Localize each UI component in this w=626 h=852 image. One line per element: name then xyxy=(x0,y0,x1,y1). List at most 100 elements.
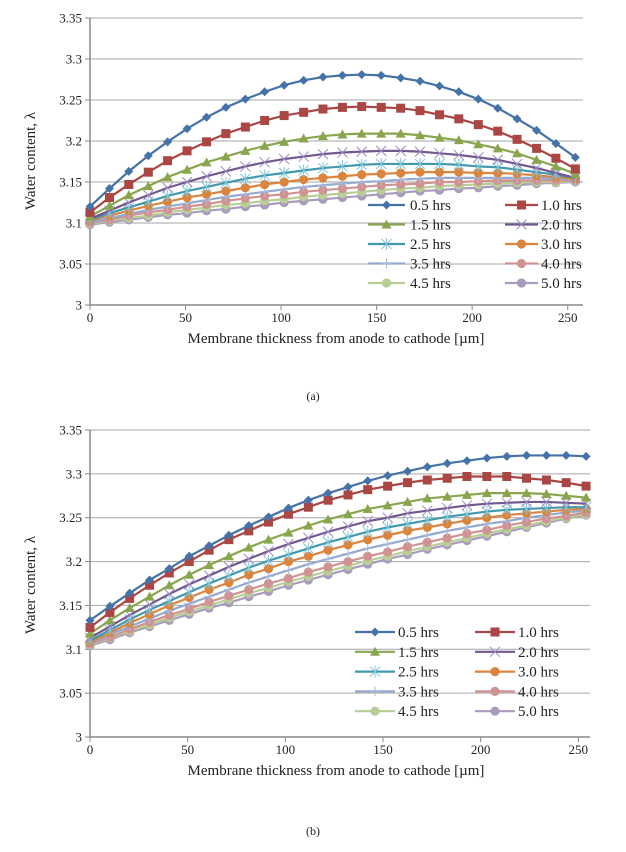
data-point xyxy=(473,94,483,104)
data-point xyxy=(570,164,580,174)
data-point xyxy=(343,548,354,559)
legend-item: 1.5 hrs xyxy=(368,218,451,234)
data-point xyxy=(550,161,561,171)
data-point xyxy=(240,183,250,193)
data-point xyxy=(85,202,95,212)
data-point xyxy=(124,179,134,189)
data-point xyxy=(303,567,313,577)
data-point xyxy=(512,114,522,124)
data-point xyxy=(317,162,329,175)
data-point xyxy=(323,488,333,498)
x-tick-label: 150 xyxy=(373,742,393,757)
legend-label: 2.5 hrs xyxy=(398,665,439,681)
data-point xyxy=(104,200,115,210)
data-point xyxy=(183,579,195,590)
data-point xyxy=(492,161,504,174)
data-point xyxy=(264,512,274,522)
x-tick-label: 150 xyxy=(367,310,387,325)
chart-a-y-axis-title: Water content, λ xyxy=(23,111,39,210)
data-point xyxy=(263,563,274,574)
legend-marker xyxy=(490,627,500,637)
data-point xyxy=(298,164,309,177)
data-point xyxy=(481,488,492,498)
series-line xyxy=(89,511,587,646)
data-point xyxy=(224,578,234,588)
data-point xyxy=(472,160,484,173)
x-tick-label: 250 xyxy=(558,310,578,325)
data-point xyxy=(414,157,426,170)
data-point xyxy=(356,158,368,171)
data-point xyxy=(551,153,561,163)
data-point xyxy=(181,176,193,188)
series-line xyxy=(89,149,576,220)
data-point xyxy=(279,111,289,121)
legend-item: 2.5 hrs xyxy=(355,665,439,681)
data-point xyxy=(201,170,212,182)
legend-label: 4.0 hrs xyxy=(518,684,559,700)
data-point xyxy=(162,172,173,182)
data-point xyxy=(220,176,232,189)
data-point xyxy=(342,521,354,532)
data-point xyxy=(239,161,251,172)
x-tick-label: 200 xyxy=(471,742,491,757)
data-point xyxy=(260,116,270,125)
data-point xyxy=(454,114,464,124)
legend: 0.5 hrs 1.0 hrs 1.5 hrs 2.0 hrs 2.5 hrs 3.0 h… xyxy=(355,625,559,720)
y-tick-label: 3.3 xyxy=(66,466,82,481)
data-point xyxy=(396,103,406,113)
data-point xyxy=(473,168,483,178)
series-line xyxy=(89,513,587,647)
data-point xyxy=(396,168,406,178)
y-tick-label: 3 xyxy=(76,730,83,745)
legend-item: 3.0 hrs xyxy=(475,665,559,681)
legend-item: 0.5 hrs xyxy=(355,625,439,641)
data-point xyxy=(337,70,347,80)
data-point xyxy=(337,160,348,173)
legend-item: 4.0 hrs xyxy=(505,257,582,273)
legend-marker xyxy=(516,258,527,269)
data-point xyxy=(421,505,433,517)
data-point xyxy=(383,530,393,540)
data-point xyxy=(243,561,255,574)
data-point xyxy=(142,189,154,201)
y-tick-label: 3 xyxy=(76,298,83,313)
data-point xyxy=(240,145,251,155)
data-point xyxy=(239,172,251,185)
data-point xyxy=(356,146,368,158)
data-point xyxy=(85,628,95,638)
data-point xyxy=(259,169,271,182)
legend-label: 1.5 hrs xyxy=(398,645,439,661)
data-point xyxy=(363,535,373,545)
data-point xyxy=(342,531,354,544)
data-point xyxy=(163,156,173,166)
legend-marker xyxy=(370,706,380,716)
data-point xyxy=(184,569,195,579)
data-point xyxy=(581,481,591,491)
data-point xyxy=(482,471,492,481)
data-point xyxy=(323,545,333,555)
data-point xyxy=(278,166,290,179)
series-line xyxy=(89,132,576,218)
data-point xyxy=(322,526,334,538)
data-point xyxy=(343,556,353,567)
data-point xyxy=(453,149,465,161)
legend-item: 4.5 hrs xyxy=(355,704,439,720)
data-point xyxy=(85,622,95,632)
data-point xyxy=(383,481,393,491)
legend-marker xyxy=(381,278,392,288)
data-point xyxy=(125,593,135,603)
legend-item: 1.5 hrs xyxy=(355,645,439,661)
data-point xyxy=(259,156,271,168)
data-point xyxy=(283,565,294,576)
data-point xyxy=(337,147,348,158)
data-point xyxy=(396,73,406,83)
data-point xyxy=(318,173,328,183)
data-point xyxy=(421,514,433,527)
data-point xyxy=(462,456,472,466)
legend-item: 1.0 hrs xyxy=(505,198,582,214)
legend-label: 5.0 hrs xyxy=(518,704,559,720)
data-point xyxy=(343,509,354,519)
data-point xyxy=(581,451,591,461)
data-point xyxy=(303,495,313,505)
